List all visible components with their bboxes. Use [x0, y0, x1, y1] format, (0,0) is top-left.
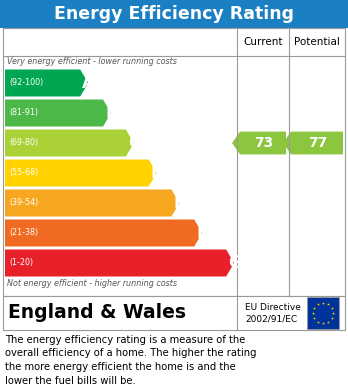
Text: lower the fuel bills will be.: lower the fuel bills will be. [5, 375, 136, 386]
Text: A: A [82, 74, 95, 92]
Text: F: F [196, 224, 208, 242]
Text: Not energy efficient - higher running costs: Not energy efficient - higher running co… [7, 280, 177, 289]
Text: (21-38): (21-38) [9, 228, 38, 237]
Polygon shape [232, 132, 286, 154]
Text: Potential: Potential [294, 37, 340, 47]
Text: Energy Efficiency Rating: Energy Efficiency Rating [54, 5, 294, 23]
Text: 2002/91/EC: 2002/91/EC [245, 314, 297, 323]
Text: D: D [151, 164, 164, 182]
Text: 73: 73 [254, 136, 274, 150]
Text: G: G [228, 254, 242, 272]
Text: 77: 77 [308, 136, 327, 150]
Text: (92-100): (92-100) [9, 79, 43, 88]
Polygon shape [5, 160, 157, 187]
Text: The energy efficiency rating is a measure of the: The energy efficiency rating is a measur… [5, 335, 245, 345]
Bar [3, 28, 345, 296]
Text: (69-80): (69-80) [9, 138, 38, 147]
Polygon shape [5, 219, 202, 246]
Polygon shape [5, 129, 134, 156]
Text: (55-68): (55-68) [9, 169, 38, 178]
Bar [0, 0, 348, 28]
Polygon shape [5, 70, 88, 97]
Polygon shape [283, 132, 343, 154]
Bar [307, 297, 339, 329]
Text: B: B [105, 104, 118, 122]
Polygon shape [5, 249, 234, 276]
Text: (81-91): (81-91) [9, 108, 38, 118]
Bar [3, 296, 345, 330]
Polygon shape [5, 190, 180, 217]
Text: EU Directive: EU Directive [245, 303, 301, 312]
Text: England & Wales: England & Wales [8, 303, 186, 323]
Text: C: C [128, 134, 140, 152]
Text: Current: Current [243, 37, 283, 47]
Text: E: E [173, 194, 185, 212]
Polygon shape [5, 99, 111, 127]
Text: the more energy efficient the home is and the: the more energy efficient the home is an… [5, 362, 236, 372]
Text: overall efficiency of a home. The higher the rating: overall efficiency of a home. The higher… [5, 348, 256, 359]
Text: (1-20): (1-20) [9, 258, 33, 267]
Text: (39-54): (39-54) [9, 199, 38, 208]
Text: Very energy efficient - lower running costs: Very energy efficient - lower running co… [7, 57, 177, 66]
